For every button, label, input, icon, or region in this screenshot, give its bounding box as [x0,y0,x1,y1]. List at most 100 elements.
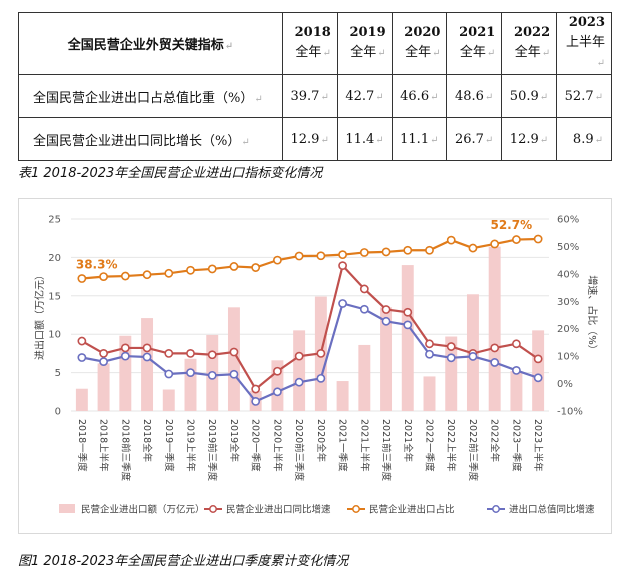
x-tick-label: 2018前三季度 [119,419,131,482]
data-point [403,320,413,330]
data-point [490,239,500,249]
year-column-header: 2020 全年↵ [391,12,448,75]
x-tick-label: 2019一季度 [163,419,175,472]
bar [141,318,154,411]
data-point [338,261,347,271]
table-cell: 50.9↵ [501,74,558,118]
data-point [338,250,347,260]
left-axis-tick-label: 15 [48,291,61,302]
x-tick-label: 2019全年 [228,419,240,463]
data-point [381,316,391,326]
data-point [142,343,152,353]
table-cell: 42.7↵ [336,74,393,118]
x-tick-label: 2020上半年 [271,419,283,472]
data-point [316,373,326,383]
table-caption: 表1 2018-2023年全国民营企业进出口指标变化情况 [18,166,323,181]
data-point [490,358,500,367]
data-point [251,396,261,406]
data-point [273,366,282,376]
bar [510,371,523,411]
year-column-header: 2021 全年↵ [446,12,503,75]
legend-marker [209,505,217,513]
x-tick-label: 2018全年 [141,419,153,463]
row-label: 全国民营企业进出口占总值比重（%）↵ [18,74,283,118]
left-axis-tick-label: 10 [48,330,61,341]
data-point [425,339,434,349]
right-axis-tick-label: 0% [557,379,573,390]
right-axis-tick-label: 40% [557,269,579,280]
data-point [186,265,195,275]
data-point [99,357,108,367]
data-point [294,251,304,261]
data-point [164,369,174,379]
data-point [120,343,130,353]
bar [423,376,436,411]
series-line [81,237,539,280]
legend-marker [492,505,500,513]
data-point [229,347,239,357]
data-point [186,348,195,358]
data-point [164,268,174,278]
table-cell: 46.6↵ [391,74,448,118]
left-axis-tick-label: 25 [48,215,61,226]
data-point [425,245,434,255]
bar [445,336,458,411]
series-line [81,302,539,403]
data-point [446,353,456,363]
x-tick-label: 2021全年 [402,419,414,463]
table-cell: 12.9↵ [282,117,338,161]
x-tick-label: 2023上半年 [532,419,544,472]
table-cell: 11.4↵ [336,117,393,161]
data-point [164,348,174,358]
x-tick-label: 2018一季度 [76,419,88,472]
x-tick-label: 2021上半年 [358,419,370,472]
data-point [273,387,282,397]
bar [97,363,110,411]
left-axis-tick-label: 0 [55,407,61,418]
combo-chart: 0 5 10 15 20 25 -10% 0% 10% 20% 30% 40% 50% 60% 进出口额（万… [33,215,599,516]
data-point [446,342,456,351]
data-point [359,304,369,314]
table-cell: 52.7↵ [556,74,612,118]
table-header-row: 全国民营企业外贸关键指标↵ 2018 全年↵ 2019 全年↵ 2020 全年↵ 20… [18,12,612,75]
x-tick-label: 2020全年 [315,419,327,463]
year-column-header: 2019 全年↵ [336,12,393,75]
data-point [316,251,326,261]
data-point [120,351,130,361]
data-point [251,263,261,272]
table-row: 全国民营企业进出口同比增长（%）↵ 12.9↵ 11.4↵ 11.1↵ 26.7… [18,117,612,161]
data-point [338,299,347,308]
x-tick-label: 2023一季度 [510,419,522,472]
data-point [77,274,87,283]
data-point [77,336,87,346]
left-axis-tick-label: 5 [55,368,61,379]
data-point [512,366,521,375]
table-cell: 26.7↵ [446,117,503,161]
right-axis-tick-label: 50% [557,242,579,253]
legend-label: 民营企业进出口占比 [369,504,455,516]
data-point [142,270,152,280]
table-header-label: 全国民营企业外贸关键指标↵ [18,12,283,75]
data-point [533,373,543,383]
data-point [381,247,391,257]
legend-label: 民营企业进出口同比增速 [226,504,331,516]
x-tick-label: 2018上半年 [98,419,110,472]
bar [184,358,197,411]
data-point [207,350,217,360]
x-tick-label: 2020前三季度 [293,419,305,482]
data-point [294,377,304,387]
row-label: 全国民营企业进出口同比增长（%）↵ [18,117,283,161]
data-point [512,235,521,244]
data-point [77,353,87,362]
x-tick-label: 2021前三季度 [380,419,392,482]
data-point [381,305,391,314]
year-column-header: 2022 全年↵ [501,12,558,75]
right-axis-tick-label: 20% [557,324,579,335]
bar [380,307,393,411]
bar [119,335,132,411]
data-point [403,245,413,255]
bar [336,381,349,411]
data-point [273,255,282,265]
data-point [99,272,108,281]
x-tick-label: 2022前三季度 [467,419,479,482]
